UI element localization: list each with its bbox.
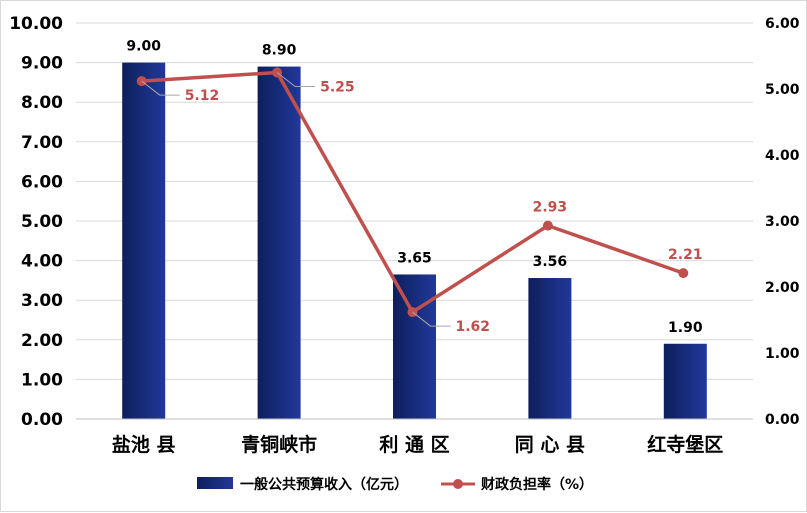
left-axis-tick-label: 1.00 — [21, 370, 63, 390]
axes: 0.00 1.00 2.00 3.00 4.00 5.00 6.00 7.00 8.00 9.00… — [9, 14, 800, 456]
left-axis-tick-label: 0.00 — [21, 410, 63, 430]
line-value-label: 2.21 — [668, 247, 703, 263]
x-axis-category-label: 盐池 县 — [112, 433, 176, 456]
x-axis-category-label: 青铜峡市 — [241, 433, 317, 456]
line-value-label: 5.12 — [185, 88, 220, 104]
bar — [663, 343, 707, 419]
right-axis-tick-label: 1.00 — [765, 346, 800, 362]
right-axis-tick-label: 4.00 — [765, 148, 800, 164]
right-axis-tick-label: 0.00 — [765, 412, 800, 428]
x-axis-category-label: 同 心 县 — [515, 434, 585, 456]
line-point — [542, 220, 553, 231]
left-axis-tick-label: 9.00 — [21, 54, 63, 74]
data-labels: 9.00 8.90 3.65 3.56 1.90 5.12 5.25 1.62 2.93 2.21 — [126, 39, 702, 336]
legend-swatch-marker — [453, 479, 463, 489]
bar-value-label: 3.65 — [397, 250, 432, 266]
legend-swatch-bar — [197, 477, 233, 489]
legend-label-bar: 一般公共预算收入（亿元） — [240, 476, 408, 493]
left-axis-tick-label: 6.00 — [21, 172, 63, 192]
x-axis-category-label: 红寺堡区 — [647, 433, 723, 456]
left-axis-tick-label: 4.00 — [21, 252, 63, 272]
bar-value-label: 1.90 — [668, 320, 703, 336]
left-axis-tick-label: 5.00 — [21, 212, 63, 232]
leader-line — [412, 311, 451, 327]
left-axis-tick-label: 3.00 — [21, 291, 63, 311]
x-axis-category-label: 利 通 区 — [379, 434, 449, 456]
right-axis-tick-label: 3.00 — [765, 214, 800, 230]
line-value-label: 5.25 — [320, 80, 355, 96]
bar-series — [122, 62, 707, 419]
legend-label-line: 财政负担率（%） — [480, 476, 593, 493]
bar — [257, 66, 301, 419]
legend: 一般公共预算收入（亿元） 财政负担率（%） — [197, 476, 593, 493]
left-axis-tick-label: 8.00 — [21, 93, 63, 113]
bar-value-label: 3.56 — [533, 254, 568, 270]
right-axis-tick-label: 2.00 — [765, 280, 800, 296]
line-value-label: 2.93 — [533, 200, 568, 216]
right-axis-tick-label: 6.00 — [765, 16, 800, 32]
line-point — [678, 268, 689, 279]
bar-value-label: 9.00 — [126, 39, 161, 55]
leader-line — [141, 80, 180, 96]
left-axis-tick-label: 2.00 — [21, 331, 63, 351]
bar — [393, 274, 436, 419]
gridlines — [76, 22, 753, 420]
bar — [528, 278, 572, 419]
bar-value-label: 8.90 — [262, 43, 297, 59]
leader-line — [276, 72, 316, 87]
left-axis-tick-label: 10.00 — [9, 14, 63, 34]
line-value-label: 1.62 — [456, 319, 491, 335]
bar — [122, 62, 166, 419]
right-axis-tick-label: 5.00 — [765, 82, 800, 98]
left-axis-tick-label: 7.00 — [21, 133, 63, 153]
